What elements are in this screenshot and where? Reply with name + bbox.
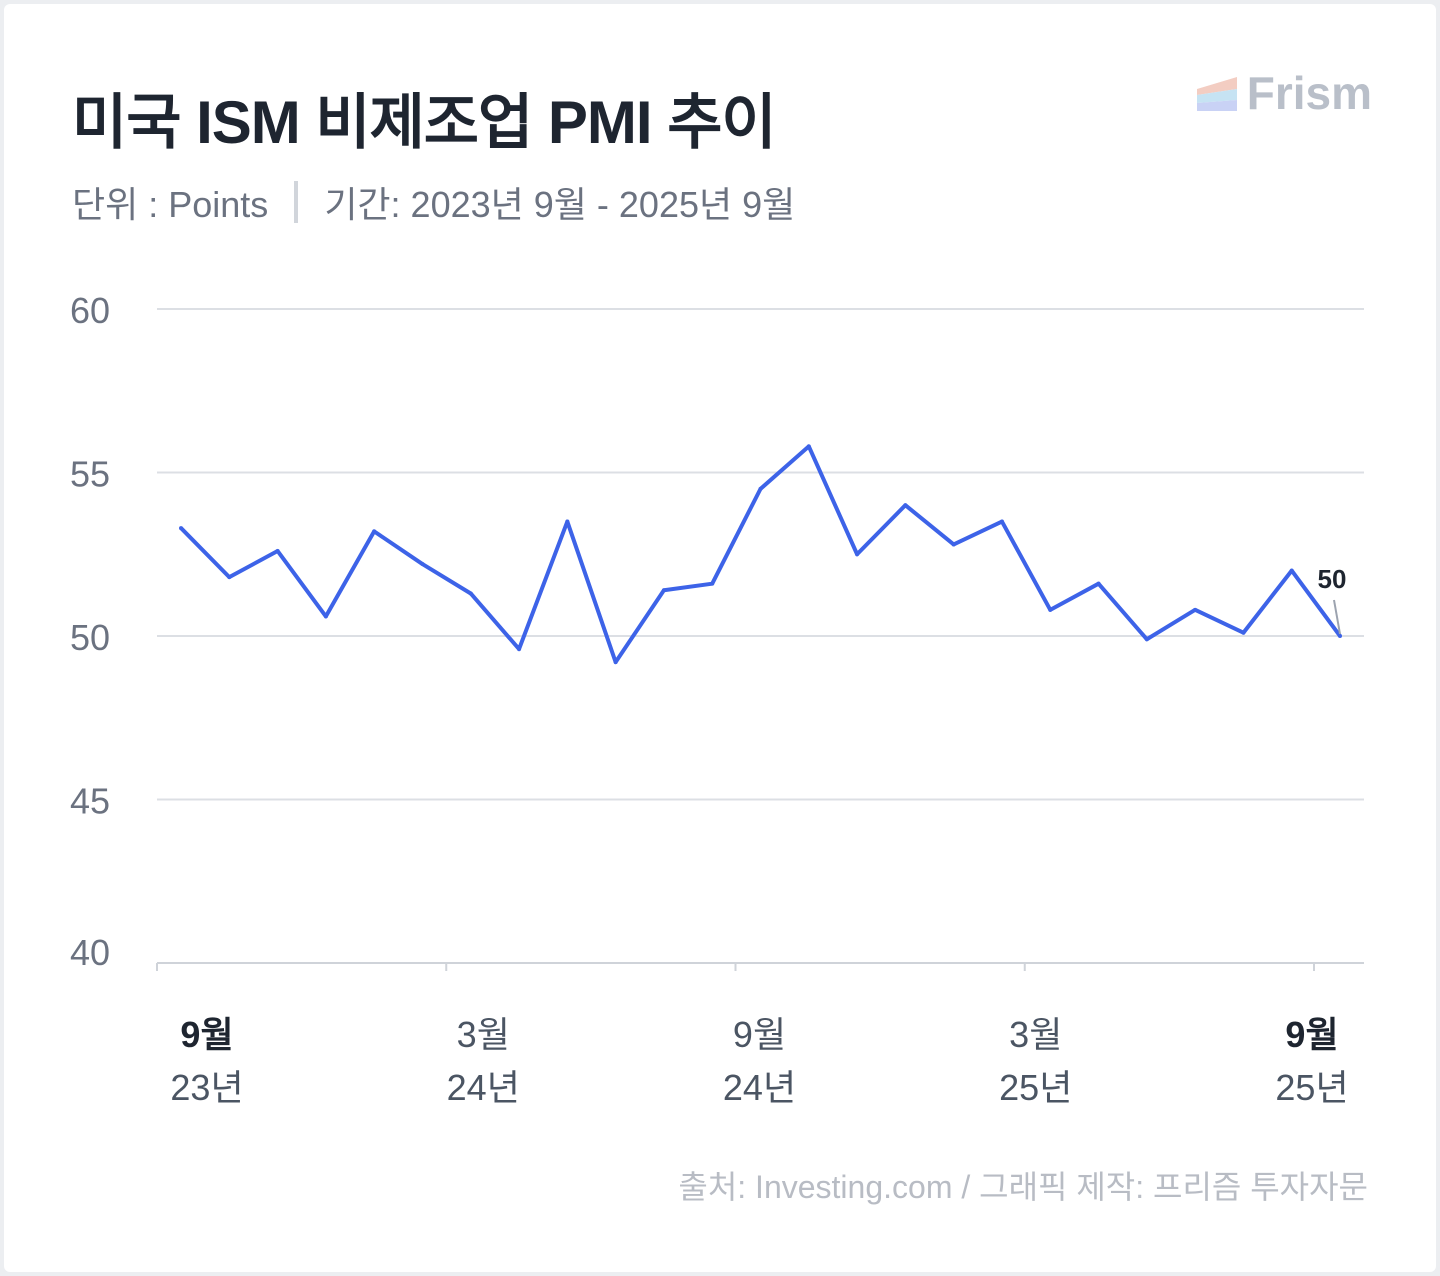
data-label: 50 xyxy=(1318,564,1347,594)
x-tick-month: 3월 xyxy=(1009,1014,1062,1055)
data-point xyxy=(951,542,956,547)
data-point xyxy=(1241,630,1246,635)
data-point xyxy=(999,519,1004,524)
subtitle: 단위 : Points 기간: 2023년 9월 - 2025년 9월 xyxy=(72,176,795,228)
data-point xyxy=(323,614,328,619)
data-point xyxy=(468,591,473,596)
divider xyxy=(294,181,299,223)
x-tick-month: 9월 xyxy=(180,1014,233,1055)
period-label: 기간: 2023년 9월 - 2025년 9월 xyxy=(324,184,796,225)
x-tick-month: 9월 xyxy=(1285,1014,1338,1055)
chart-card: 미국 ISM 비제조업 PMI 추이 단위 : Points 기간: 2023년… xyxy=(4,4,1436,1272)
data-point xyxy=(806,444,811,449)
data-point xyxy=(661,588,666,593)
data-point xyxy=(758,486,763,491)
data-point xyxy=(613,660,618,665)
data-point xyxy=(420,562,425,567)
x-tick-year: 25년 xyxy=(1275,1067,1348,1108)
series-line xyxy=(179,444,1342,665)
data-point xyxy=(710,581,715,586)
data-point xyxy=(1338,634,1342,638)
logo-icon xyxy=(1196,77,1237,111)
line-chart: 40 45 50 55 60 9월 23년 3월 24년 9월 24년 3월 25년 9월 25년 50 xyxy=(70,290,1364,1108)
data-point xyxy=(1289,568,1294,573)
data-point xyxy=(275,548,280,553)
source-note: 출처: Investing.com / 그래픽 제작: 프리즘 투자자문 xyxy=(678,1169,1368,1205)
data-point xyxy=(227,575,232,580)
data-point xyxy=(517,647,522,652)
data-point xyxy=(179,526,183,531)
x-tick-year: 25년 xyxy=(999,1067,1072,1108)
frism-logo: Frism xyxy=(1196,66,1372,120)
y-tick-label: 60 xyxy=(70,290,110,331)
data-point xyxy=(1096,581,1101,586)
y-tick-label: 40 xyxy=(70,932,110,973)
y-tick-label: 50 xyxy=(70,617,110,658)
x-tick-month: 3월 xyxy=(457,1014,510,1055)
data-point xyxy=(855,552,860,557)
logo-text: Frism xyxy=(1246,67,1372,119)
data-point xyxy=(1193,607,1198,612)
chart-title: 미국 ISM 비제조업 PMI 추이 xyxy=(72,89,777,156)
data-point xyxy=(1048,607,1053,612)
data-point xyxy=(1144,637,1149,642)
annotation-leader xyxy=(1333,599,1341,635)
y-tick-label: 55 xyxy=(70,454,110,495)
x-tick-year: 24년 xyxy=(723,1067,796,1108)
data-point xyxy=(372,529,377,534)
unit-label: 단위 : Points xyxy=(72,184,269,225)
x-tick-year: 23년 xyxy=(170,1067,243,1108)
data-point xyxy=(903,503,908,508)
y-tick-label: 45 xyxy=(70,781,110,822)
x-tick-year: 24년 xyxy=(447,1067,520,1108)
x-tick-month: 9월 xyxy=(733,1014,786,1055)
data-point xyxy=(565,519,570,524)
